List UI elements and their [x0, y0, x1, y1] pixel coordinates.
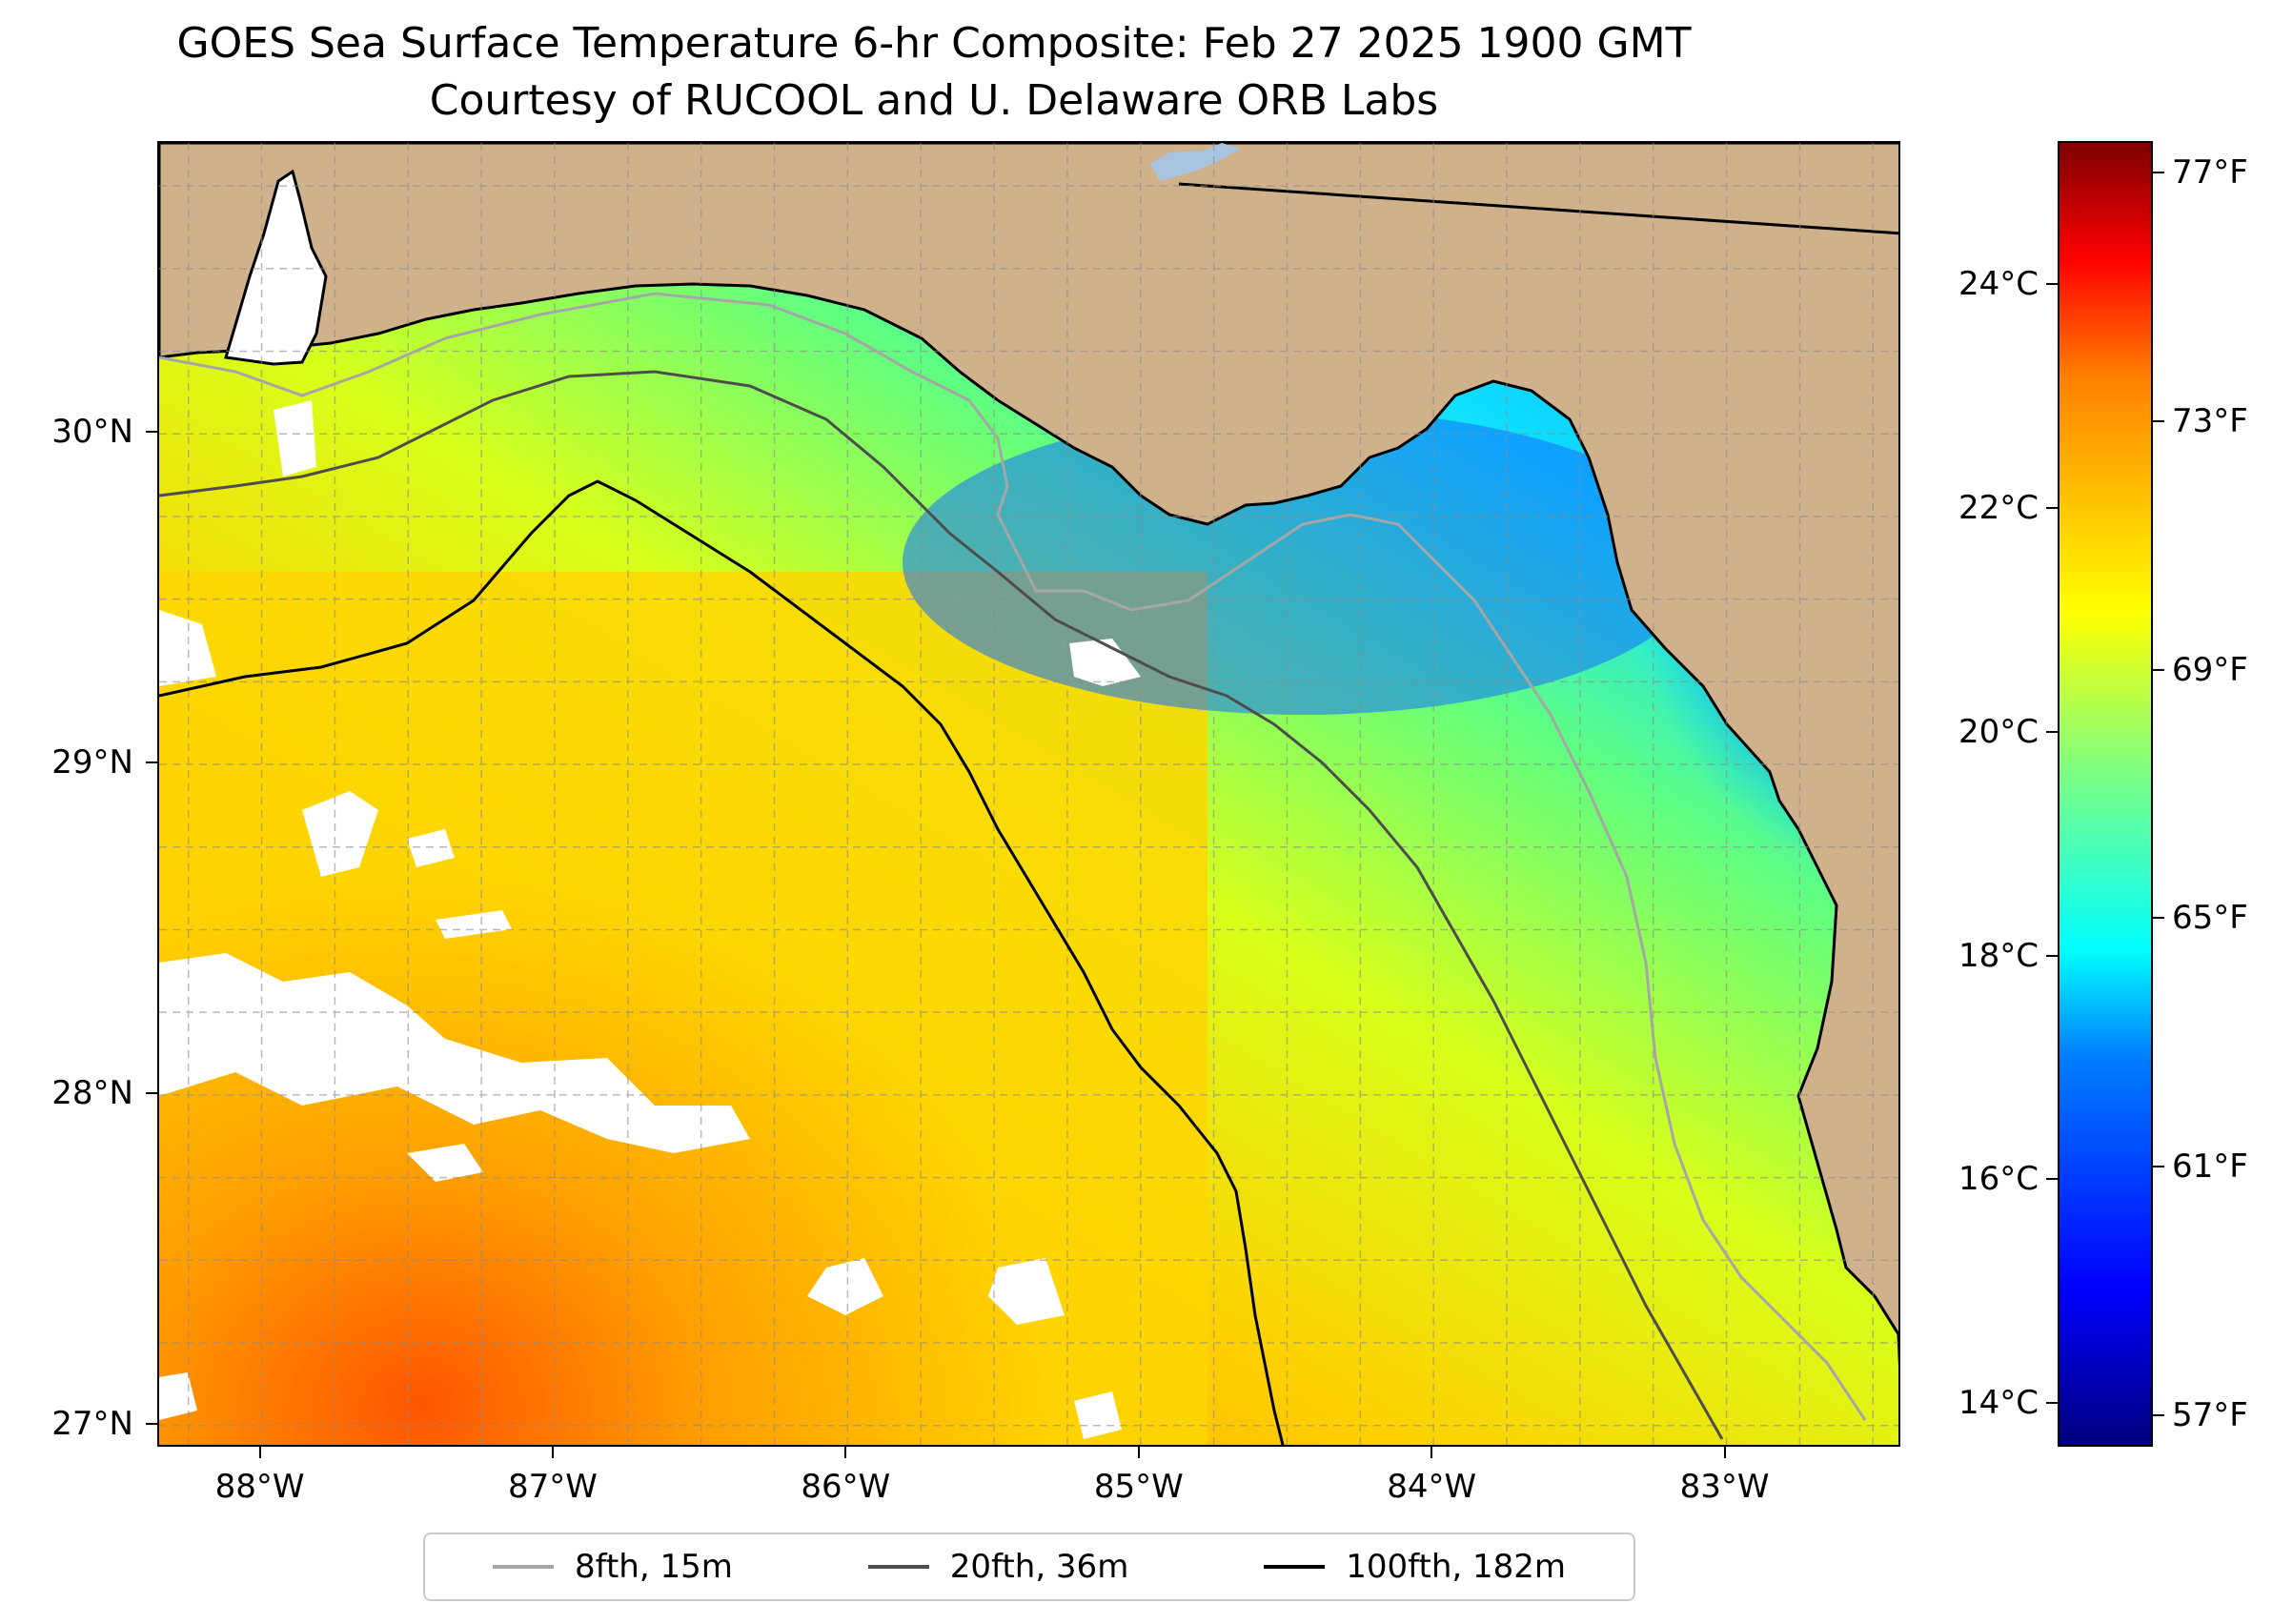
lon-tick-label: 86°W	[801, 1468, 891, 1506]
lat-tick	[146, 1422, 157, 1425]
lon-tick-label: 88°W	[214, 1468, 305, 1506]
colorbar-f-tick	[2153, 1166, 2164, 1168]
colorbar-f-tick	[2153, 171, 2164, 173]
legend-swatch-20fth	[867, 1565, 929, 1569]
no-data-patches	[159, 400, 1141, 1439]
legend-swatch-100fth	[1264, 1565, 1326, 1569]
chart-subtitle: Courtesy of RUCOOL and U. Delaware ORB L…	[429, 76, 1439, 125]
colorbar-f-label: 73°F	[2172, 401, 2248, 440]
lon-tick-label: 85°W	[1093, 1468, 1184, 1506]
lon-tick	[844, 1447, 847, 1458]
lon-tick	[258, 1447, 261, 1458]
colorbar-c-tick	[2046, 954, 2058, 957]
legend-item-100fth: 100fth, 182m	[1264, 1548, 1566, 1586]
lon-tick	[551, 1447, 554, 1458]
colorbar	[2058, 141, 2153, 1447]
legend-label-100fth: 100fth, 182m	[1346, 1548, 1567, 1586]
lake	[1150, 143, 1241, 181]
colorbar-c-tick	[2046, 1402, 2058, 1405]
land-mass	[159, 143, 1898, 1367]
colorbar-c-tick	[2046, 730, 2058, 733]
state-boundary	[1178, 182, 1898, 235]
lon-tick-label: 83°W	[1679, 1468, 1770, 1506]
legend-swatch-8fth	[492, 1565, 554, 1569]
legend-item-20fth: 20fth, 36m	[867, 1548, 1129, 1586]
colorbar-c-tick	[2046, 1178, 2058, 1181]
legend-item-8fth: 8fth, 15m	[492, 1548, 733, 1586]
colorbar-f-label: 77°F	[2172, 152, 2248, 192]
colorbar-c-label: 22°C	[1958, 488, 2039, 527]
chart-title: GOES Sea Surface Temperature 6-hr Compos…	[176, 19, 1692, 68]
legend-label-8fth: 8fth, 15m	[574, 1548, 733, 1586]
legend: 8fth, 15m 20fth, 36m 100fth, 182m	[423, 1533, 1635, 1601]
colorbar-c-label: 24°C	[1958, 265, 2039, 304]
colorbar-f-label: 57°F	[2172, 1396, 2248, 1435]
map-grid	[159, 143, 1898, 1445]
lat-tick	[146, 431, 157, 434]
lat-tick-label: 28°N	[51, 1073, 133, 1112]
shelf-water-region	[903, 410, 1703, 715]
legend-label-20fth: 20fth, 36m	[949, 1548, 1129, 1586]
colorbar-c-label: 20°C	[1958, 712, 2039, 751]
colorbar-f-tick	[2153, 917, 2164, 920]
lon-tick-label: 87°W	[508, 1468, 598, 1506]
colorbar-c-label: 16°C	[1958, 1160, 2039, 1199]
colorbar-c-label: 18°C	[1958, 936, 2039, 975]
lat-tick	[146, 1091, 157, 1094]
colorbar-f-label: 65°F	[2172, 899, 2248, 938]
isobath-8fth	[159, 292, 1867, 1421]
isobath-100fth	[159, 479, 1285, 1445]
lon-tick	[1723, 1447, 1726, 1458]
colorbar-f-label: 61°F	[2172, 1147, 2248, 1187]
lon-tick-label: 84°W	[1387, 1468, 1477, 1506]
sst-map	[157, 141, 1900, 1447]
lon-tick	[1137, 1447, 1140, 1458]
colorbar-c-tick	[2046, 506, 2058, 509]
colorbar-f-tick	[2153, 1414, 2164, 1417]
lat-tick-label: 30°N	[51, 413, 133, 452]
colorbar-c-tick	[2046, 283, 2058, 286]
colorbar-f-tick	[2153, 668, 2164, 671]
colorbar-f-label: 69°F	[2172, 650, 2248, 689]
colorbar-f-tick	[2153, 419, 2164, 422]
isobath-20fth	[159, 370, 1724, 1440]
map-canvas	[159, 143, 1898, 1445]
lat-tick-label: 29°N	[51, 743, 133, 782]
lat-tick	[146, 761, 157, 764]
colorbar-c-label: 14°C	[1958, 1384, 2039, 1423]
lat-tick-label: 27°N	[51, 1404, 133, 1443]
lon-tick	[1431, 1447, 1433, 1458]
